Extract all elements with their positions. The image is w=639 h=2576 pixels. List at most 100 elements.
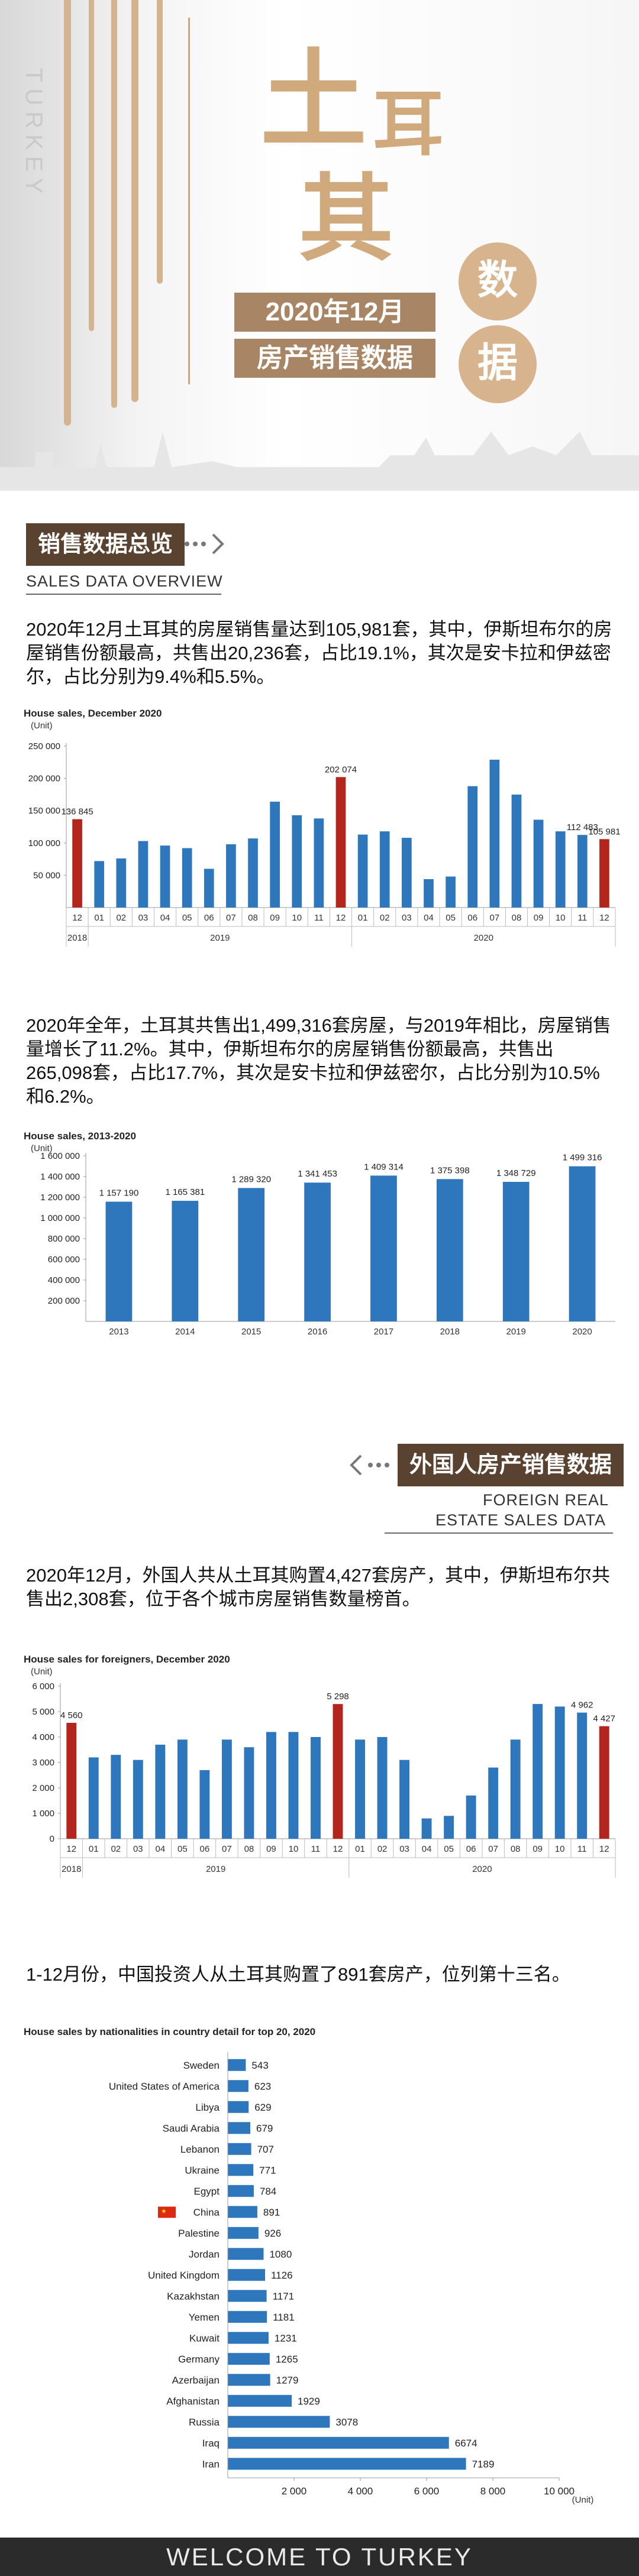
category-label: Egypt: [194, 2186, 220, 2197]
x-tick-label: 09: [270, 913, 280, 923]
x-tick-label: 12: [336, 913, 346, 923]
bar: [377, 1737, 388, 1839]
category-label: Afghanistan: [166, 2396, 220, 2407]
x-tick-label: 11: [311, 1844, 321, 1854]
data-label: 5 298: [327, 1692, 349, 1702]
x-tick-label: 2013: [109, 1327, 128, 1337]
x-tick-label: 12: [599, 1844, 609, 1854]
x-tick-label: 01: [89, 1844, 99, 1854]
bar: [228, 2143, 251, 2155]
bar: [116, 858, 127, 908]
year-label: 2018: [67, 933, 87, 943]
y-tick-label: 400 000: [48, 1275, 80, 1285]
y-tick-label: 200 000: [48, 1296, 80, 1306]
x-tick-label: 12: [72, 913, 82, 923]
year-label: 2019: [206, 1864, 225, 1874]
category-label: Russia: [189, 2416, 220, 2428]
turkey-vertical-text: TURKEY: [21, 68, 47, 200]
data-label: 1126: [271, 2270, 293, 2281]
bar: [66, 1722, 77, 1839]
category-label: Palestine: [178, 2228, 220, 2239]
x-tick-label: 05: [446, 913, 456, 923]
data-label: 1 409 314: [364, 1162, 404, 1172]
y-tick-label: 1 600 000: [40, 1151, 80, 1161]
chart-title: House sales, 2013-2020: [24, 1130, 136, 1142]
y-unit-label: (Unit): [31, 721, 53, 731]
x-tick-label: 10: [292, 913, 302, 923]
data-label: 679: [256, 2123, 273, 2134]
bar: [402, 838, 412, 908]
x-tick-label: 09: [534, 913, 544, 923]
x-tick-label: 07: [226, 913, 236, 923]
bar: [511, 794, 522, 908]
bar: [94, 861, 105, 908]
x-tick-label: 01: [358, 913, 368, 923]
category-label: China: [193, 2206, 220, 2218]
x-tick-label: 6 000: [414, 2486, 440, 2497]
data-label: 926: [264, 2228, 281, 2239]
x-tick-label: 07: [222, 1844, 232, 1854]
section-subtitle-en-2: ESTATE SALES DATA: [435, 1511, 606, 1529]
bar: [555, 831, 566, 908]
paragraph-annual-sales: 2020年全年，土耳其共售出1,499,316套房屋，与2019年相比，房屋销售…: [26, 1015, 611, 1107]
gold-stripe: [157, 0, 163, 284]
bar: [421, 1818, 432, 1839]
y-tick-label: 6 000: [32, 1681, 54, 1692]
arrow-icon-left: [350, 1454, 389, 1476]
y-tick-label: 1 200 000: [40, 1193, 80, 1203]
chart-house-sales-december: House sales, December 2020 (Unit) 250 000 2…: [24, 708, 621, 947]
x-tick-label: 04: [422, 1844, 432, 1854]
chart-title: House sales, December 2020: [24, 708, 162, 719]
x-tick-label: 09: [266, 1844, 276, 1854]
bar: [228, 2311, 267, 2323]
x-tick-label: 2019: [506, 1327, 526, 1337]
flag-star-icon: ★: [161, 2208, 167, 2215]
data-label: 202 074: [325, 764, 357, 775]
gold-stripe: [111, 0, 117, 408]
data-label: 105 981: [588, 827, 620, 837]
data-label: 112 483: [567, 822, 598, 832]
x-tick-label: 10: [555, 1844, 565, 1854]
bar: [105, 1201, 133, 1321]
category-label: Germany: [178, 2354, 220, 2365]
category-label: Libya: [195, 2102, 220, 2113]
bar: [244, 1747, 254, 1839]
year-label: 2020: [474, 933, 493, 943]
data-label: 784: [260, 2186, 276, 2197]
category-label: Lebanon: [180, 2144, 220, 2155]
data-label: 891: [263, 2206, 280, 2218]
category-label: United States of America: [109, 2081, 220, 2092]
x-tick-label: 03: [133, 1844, 143, 1854]
bar: [221, 1739, 232, 1839]
x-tick-label: 8 000: [480, 2486, 506, 2497]
bar: [288, 1732, 299, 1839]
category-label: Kazakhstan: [167, 2290, 220, 2302]
data-label: 1 348 729: [496, 1168, 536, 1178]
x-tick-label: 04: [160, 913, 170, 923]
bar: [355, 1739, 365, 1839]
data-label: 4 962: [571, 1700, 593, 1710]
x-tick-label: 02: [380, 913, 390, 923]
x-tick-label: 09: [532, 1844, 543, 1854]
gold-stripe: [64, 0, 71, 426]
bar: [599, 839, 609, 908]
x-tick-label: 05: [182, 913, 192, 923]
data-label: 771: [259, 2165, 276, 2176]
x-tick-label: 2020: [572, 1327, 592, 1337]
x-tick-label: 06: [204, 913, 214, 923]
skyline-silhouette: [0, 432, 639, 491]
bar: [304, 1182, 331, 1321]
x-tick-label: 05: [444, 1844, 454, 1854]
data-label: 1 157 190: [99, 1188, 139, 1198]
x-tick-label: 12: [599, 913, 609, 923]
x-tick-label: 05: [178, 1844, 188, 1854]
y-tick-label: 1 000 000: [40, 1213, 80, 1223]
category-label: Iran: [202, 2458, 220, 2470]
bar: [228, 2290, 267, 2302]
category-label: Ukraine: [185, 2165, 220, 2176]
bar: [489, 759, 500, 908]
y-tick-label: 0: [50, 1834, 54, 1844]
x-tick-label: 01: [94, 913, 104, 923]
bar: [569, 1166, 596, 1321]
y-tick-label: 50 000: [33, 870, 60, 880]
